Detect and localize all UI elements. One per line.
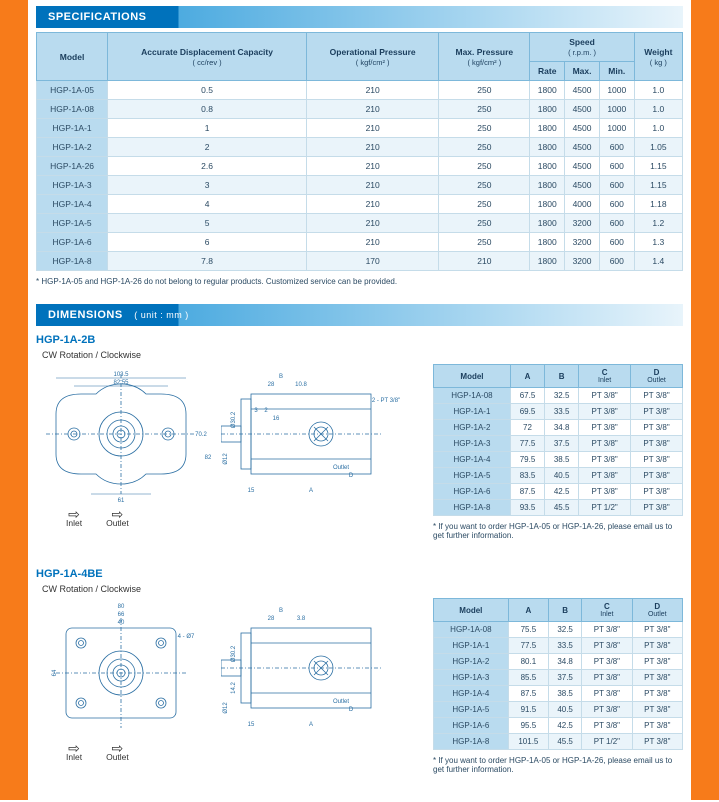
rotation-2b: CW Rotation / Clockwise	[42, 350, 683, 360]
svg-text:70.2: 70.2	[195, 432, 207, 438]
dim-table-4be: Model A B CInlet DOutlet HGP-1A-0875.532…	[433, 598, 683, 750]
svg-text:15: 15	[248, 488, 255, 494]
arrow-icon: ⇨	[106, 510, 129, 518]
svg-text:16: 16	[273, 416, 280, 422]
spec-table: Model Accurate Displacement Capacity( cc…	[36, 32, 683, 271]
th-model: Model	[37, 33, 108, 81]
table-row: HGP-1A-687.542.5PT 3/8"PT 3/8"	[434, 484, 683, 500]
table-row: HGP-1A-487.538.5PT 3/8"PT 3/8"	[434, 686, 683, 702]
table-row: HGP-1A-0867.532.5PT 3/8"PT 3/8"	[434, 388, 683, 404]
svg-text:Outlet: Outlet	[333, 699, 349, 705]
table-row: HGP-1A-583.540.5PT 3/8"PT 3/8"	[434, 468, 683, 484]
orange-bar-right	[691, 0, 719, 800]
drawing-2b-side: B 28 10.8 2 - PT 3/8" 3 2 16 Outlet D A …	[221, 364, 421, 504]
svg-text:28: 28	[268, 616, 275, 622]
svg-text:B: B	[279, 608, 283, 614]
svg-text:Ø12: Ø12	[223, 453, 229, 465]
specs-header: SPECIFICATIONS	[36, 6, 683, 28]
model-2b-title: HGP-1A-2B	[36, 334, 683, 346]
model-4be-title: HGP-1A-4BE	[36, 568, 683, 580]
dim-2b-footnote: * If you want to order HGP-1A-05 or HGP-…	[433, 522, 683, 540]
drawings-2b: 103.5 82.55 70.2 82 61	[36, 364, 421, 528]
svg-text:A: A	[309, 722, 313, 728]
specs-title: SPECIFICATIONS	[48, 11, 146, 23]
svg-text:Ø30.2: Ø30.2	[231, 411, 237, 428]
svg-text:82.55: 82.55	[113, 380, 129, 386]
arrow-icon: ⇨	[106, 744, 129, 752]
svg-text:40: 40	[118, 620, 125, 626]
table-row: HGP-1A-280.134.8PT 3/8"PT 3/8"	[434, 654, 683, 670]
table-row: HGP-1A-27234.8PT 3/8"PT 3/8"	[434, 420, 683, 436]
th-smax: Max.	[565, 62, 600, 81]
svg-text:4 - Ø7: 4 - Ø7	[178, 634, 195, 640]
table-row: HGP-1A-080.82102501800450010001.0	[37, 100, 683, 119]
th-rate: Rate	[530, 62, 565, 81]
svg-text:15: 15	[248, 722, 255, 728]
table-row: HGP-1A-8101.545.5PT 1/2"PT 3/8"	[434, 734, 683, 750]
svg-text:66: 66	[118, 612, 125, 618]
rotation-4be: CW Rotation / Clockwise	[42, 584, 683, 594]
dim-table-2b: Model A B CInlet DOutlet HGP-1A-0867.532…	[433, 364, 683, 516]
table-row: HGP-1A-479.538.5PT 3/8"PT 3/8"	[434, 452, 683, 468]
table-row: HGP-1A-33210250180045006001.15	[37, 176, 683, 195]
svg-text:103.5: 103.5	[113, 372, 129, 378]
drawing-4be-front: 80 66 40 64 4 - Ø7	[36, 598, 211, 738]
inout-4be: ⇨Inlet ⇨Outlet	[66, 744, 421, 762]
table-row: HGP-1A-169.533.5PT 3/8"PT 3/8"	[434, 404, 683, 420]
svg-text:3.8: 3.8	[297, 616, 306, 622]
dims-unit: ( unit : mm )	[134, 310, 189, 320]
svg-text:A: A	[309, 488, 313, 494]
table-row: HGP-1A-177.533.5PT 3/8"PT 3/8"	[434, 638, 683, 654]
table-row: HGP-1A-893.545.5PT 1/2"PT 3/8"	[434, 500, 683, 516]
svg-text:Ø12: Ø12	[223, 702, 229, 714]
dims-header: DIMENSIONS ( unit : mm )	[36, 304, 683, 326]
svg-text:64: 64	[52, 669, 58, 676]
th-op: Operational Pressure( kgf/cm² )	[307, 33, 439, 81]
table-row: HGP-1A-377.537.5PT 3/8"PT 3/8"	[434, 436, 683, 452]
th-weight: Weight( kg )	[634, 33, 682, 81]
dim-4be-footnote: * If you want to order HGP-1A-05 or HGP-…	[433, 756, 683, 774]
arrow-icon: ⇨	[66, 510, 82, 518]
table-row: HGP-1A-44210250180040006001.18	[37, 195, 683, 214]
table-row: HGP-1A-262.6210250180045006001.15	[37, 157, 683, 176]
svg-text:80: 80	[118, 604, 125, 610]
spec-footnote: * HGP-1A-05 and HGP-1A-26 do not belong …	[36, 277, 683, 286]
table-row: HGP-1A-66210250180032006001.3	[37, 233, 683, 252]
svg-text:14.2: 14.2	[231, 682, 237, 694]
table-row: HGP-1A-112102501800450010001.0	[37, 119, 683, 138]
drawing-2b-front: 103.5 82.55 70.2 82 61	[36, 364, 211, 504]
svg-text:Ø30.2: Ø30.2	[231, 645, 237, 662]
table-row: HGP-1A-385.537.5PT 3/8"PT 3/8"	[434, 670, 683, 686]
th-max: Max. Pressure( kgf/cm² )	[439, 33, 530, 81]
svg-text:82: 82	[205, 455, 211, 461]
svg-text:61: 61	[118, 498, 125, 504]
svg-text:10.8: 10.8	[295, 382, 307, 388]
table-row: HGP-1A-591.540.5PT 3/8"PT 3/8"	[434, 702, 683, 718]
svg-text:2 - PT 3/8": 2 - PT 3/8"	[372, 398, 400, 404]
table-row: HGP-1A-695.542.5PT 3/8"PT 3/8"	[434, 718, 683, 734]
table-row: HGP-1A-22210250180045006001.05	[37, 138, 683, 157]
th-smin: Min.	[599, 62, 634, 81]
svg-text:Outlet: Outlet	[333, 465, 349, 471]
arrow-icon: ⇨	[66, 744, 82, 752]
th-disp: Accurate Displacement Capacity( cc/rev )	[108, 33, 307, 81]
svg-text:28: 28	[268, 382, 275, 388]
table-row: HGP-1A-050.52102501800450010001.0	[37, 81, 683, 100]
dims-title: DIMENSIONS	[48, 309, 123, 321]
orange-bar-left	[0, 0, 28, 800]
svg-text:D: D	[349, 473, 354, 479]
drawing-4be-side: B 28 3.8 Ø30.2 14.2 Ø12 Outlet D A 15	[221, 598, 421, 738]
table-row: HGP-1A-87.8170210180032006001.4	[37, 252, 683, 271]
svg-text:D: D	[349, 707, 354, 713]
inout-2b: ⇨Inlet ⇨Outlet	[66, 510, 421, 528]
svg-text:B: B	[279, 374, 283, 380]
drawings-4be: 80 66 40 64 4 - Ø7	[36, 598, 421, 762]
table-row: HGP-1A-0875.532.5PT 3/8"PT 3/8"	[434, 622, 683, 638]
th-speed: Speed( r.p.m. )	[530, 33, 634, 62]
table-row: HGP-1A-55210250180032006001.2	[37, 214, 683, 233]
